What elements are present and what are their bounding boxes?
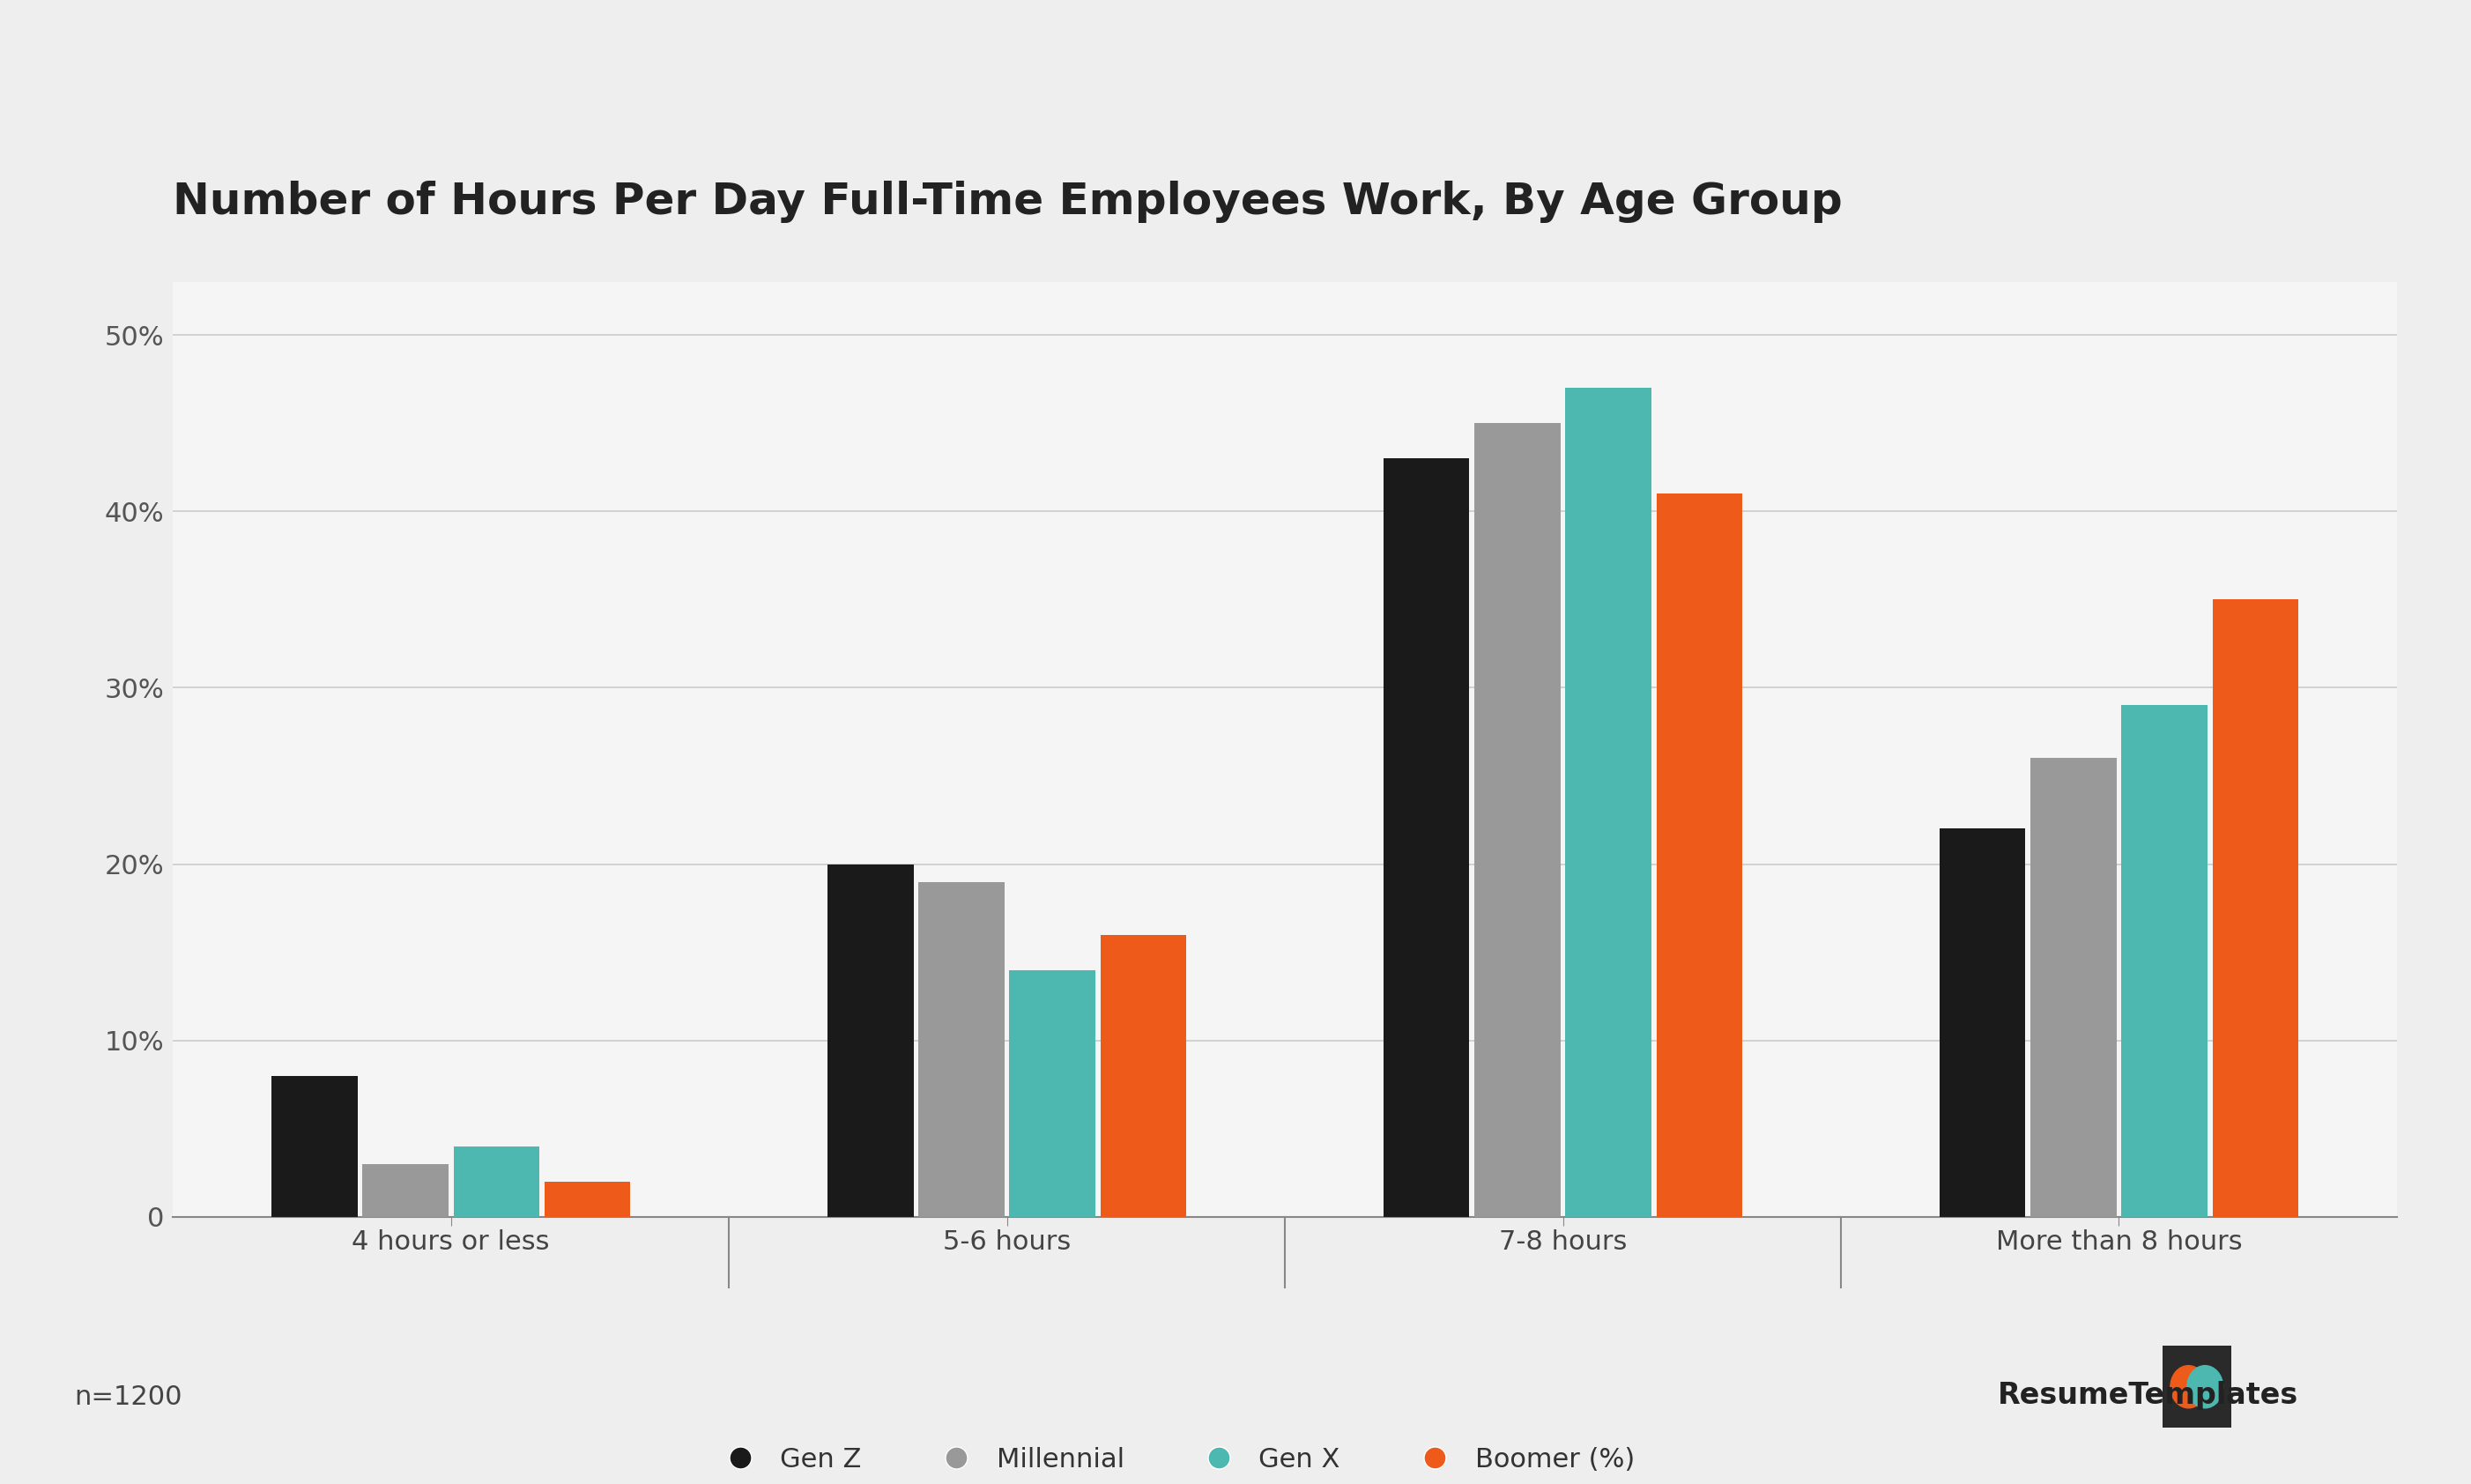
Circle shape bbox=[2170, 1365, 2207, 1408]
Bar bbox=[1100, 935, 1186, 1217]
Bar bbox=[1011, 971, 1095, 1217]
Text: ResumeTemplates: ResumeTemplates bbox=[1997, 1380, 2298, 1410]
Bar bbox=[1384, 459, 1470, 1217]
Bar bbox=[1567, 387, 1651, 1217]
Legend: Gen Z, Millennial, Gen X, Boomer (%): Gen Z, Millennial, Gen X, Boomer (%) bbox=[702, 1437, 1646, 1483]
Bar bbox=[919, 881, 1003, 1217]
Bar bbox=[2212, 600, 2298, 1217]
FancyBboxPatch shape bbox=[2160, 1342, 2234, 1432]
Text: Number of Hours Per Day Full-Time Employees Work, By Age Group: Number of Hours Per Day Full-Time Employ… bbox=[173, 180, 1843, 223]
Bar bbox=[1475, 423, 1559, 1217]
Bar bbox=[2031, 758, 2115, 1217]
Bar bbox=[544, 1181, 630, 1217]
Bar bbox=[2123, 705, 2207, 1217]
Bar bbox=[363, 1163, 447, 1217]
Bar bbox=[1940, 828, 2026, 1217]
Bar bbox=[272, 1076, 358, 1217]
Circle shape bbox=[2187, 1365, 2224, 1408]
Bar bbox=[455, 1146, 539, 1217]
Bar bbox=[1656, 494, 1742, 1217]
Text: n=1200: n=1200 bbox=[74, 1385, 183, 1410]
Bar bbox=[828, 864, 914, 1217]
